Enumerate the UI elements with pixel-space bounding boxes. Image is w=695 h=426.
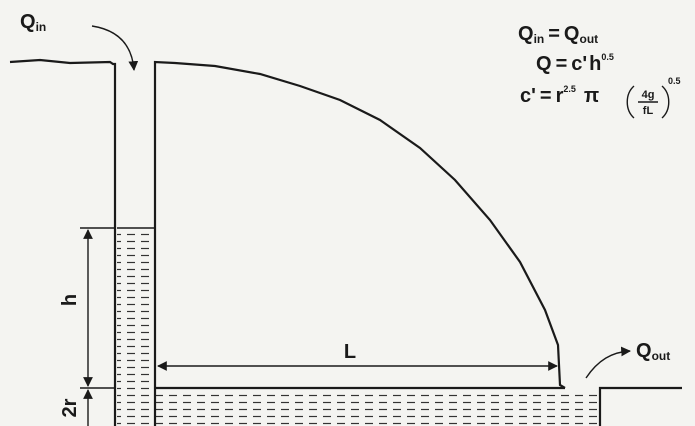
equation-1: Qin = Qout [518,23,598,46]
block-outline [153,60,566,426]
eq-part: Q [518,23,534,45]
equation-3: c' = r2.5 π [520,84,599,107]
eq-part: = [556,53,568,75]
eq-part: 0.5 [601,52,614,62]
subscript: out [652,349,671,363]
paren-left [626,85,635,119]
exponent: 0.5 [668,76,681,86]
eq-part: = [540,85,552,107]
eq-part: in [534,32,545,46]
label-l: L [344,341,356,363]
eq-part: r [556,85,564,107]
label-h: h [59,294,81,306]
denominator: fL [643,105,654,117]
paren-right [661,85,670,119]
symbol: Q [20,11,36,33]
channel-water [154,390,600,426]
eq-part: out [579,32,598,46]
eq-part: h [589,53,601,75]
left-wall [9,58,117,426]
right-ground [598,386,682,426]
label-q-out: Qout [636,340,670,363]
symbol: Q [636,340,652,362]
eq-part: π [584,85,599,107]
subscript: in [36,20,47,34]
eq-part: Q [536,53,552,75]
eq-part: c' [571,53,587,75]
label-q-in: Qin [20,11,46,34]
eq-part: Q [564,23,580,45]
pipe-water [117,229,154,426]
eq-part: = [548,23,560,45]
eq-part: c' [520,85,536,107]
inflow-arrow [91,25,139,71]
eq-part: 2.5 [563,84,576,94]
label-2r: 2r [59,398,81,417]
outflow-arrow [585,346,631,379]
equation-2: Q = c' h0.5 [536,52,614,75]
numerator: 4g [642,89,655,101]
